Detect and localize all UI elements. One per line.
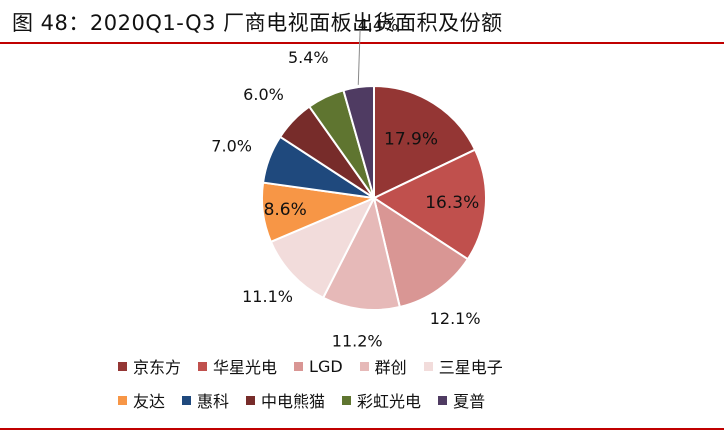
slice-label-5: 11.1% (242, 287, 293, 306)
legend-label: 惠科 (197, 392, 230, 411)
legend-item: 惠科 (182, 388, 229, 412)
legend-label: 中电熊猫 (261, 392, 326, 411)
slice-label-10: 4.4% (358, 16, 399, 35)
legend-swatch (118, 395, 127, 405)
slice-label-3: 12.1% (430, 309, 481, 328)
pie-slices (261, 84, 487, 311)
legend-item: 三星电子 (423, 354, 503, 378)
pie-slice-10 (342, 84, 375, 199)
legend-swatch (342, 395, 352, 405)
legend-item: 夏普 (438, 388, 485, 412)
slice-labels: 17.9% 16.3% 12.1% 11.2% 11.1% 8.6% 7.0% 6.0%5.4… (211, 16, 480, 351)
legend-swatch (118, 361, 127, 371)
slice-label-1: 17.9% (384, 129, 438, 149)
slice-label-2: 16.3% (425, 193, 479, 213)
pie-slice-1 (373, 84, 477, 200)
legend-label: 友达 (133, 392, 166, 411)
legend-row-2: 友达 惠科 中电熊猫 彩虹光电 夏普 (118, 383, 718, 417)
legend-item: 友达 (118, 388, 165, 412)
figure-title: 图 48：2020Q1-Q3 厂商电视面板出货面积及份额 (12, 11, 503, 35)
legend-item: 京东方 (118, 354, 181, 378)
legend-item: 彩虹光电 (342, 388, 421, 412)
legend-label: LGD (309, 356, 343, 376)
pie-slice-2 (371, 148, 487, 261)
legend-item: LGD (294, 357, 343, 376)
pie-slice-3 (372, 195, 470, 309)
legend-label: 彩虹光电 (357, 392, 422, 411)
legend-swatch (246, 395, 256, 405)
slice-label-8: 6.0% (243, 85, 284, 104)
legend-item: 中电熊猫 (246, 388, 325, 412)
pie-slice-4 (321, 195, 402, 311)
leader-lines (357, 30, 361, 85)
legend-swatch (294, 361, 304, 371)
slice-label-7: 7.0% (211, 136, 252, 155)
bottom-divider (0, 428, 724, 430)
leader-line (357, 30, 361, 85)
legend-label: 夏普 (453, 392, 486, 411)
legend-item: 华星光电 (198, 354, 277, 378)
slice-label-4: 11.2% (332, 332, 383, 351)
title-divider (0, 42, 724, 44)
pie-slice-5 (269, 196, 377, 300)
legend-swatch (182, 395, 192, 405)
legend-label: 华星光电 (213, 358, 278, 377)
legend-row-1: 京东方 华星光电 LGD 群创 三星电子 (118, 349, 718, 383)
legend-label: 三星电子 (438, 358, 503, 377)
legend-swatch (359, 361, 369, 371)
legend-label: 京东方 (133, 358, 182, 377)
legend-label: 群创 (374, 358, 407, 377)
slice-label-6: 8.6% (264, 200, 307, 220)
legend-swatch (198, 361, 208, 371)
legend-swatch (438, 395, 448, 405)
chart-legend: 京东方 华星光电 LGD 群创 三星电子友达 惠科 中电熊猫 彩虹光电 夏普 (118, 349, 718, 417)
slice-label-9: 5.4% (288, 48, 329, 67)
legend-swatch (423, 361, 433, 371)
legend-item: 群创 (359, 354, 407, 378)
